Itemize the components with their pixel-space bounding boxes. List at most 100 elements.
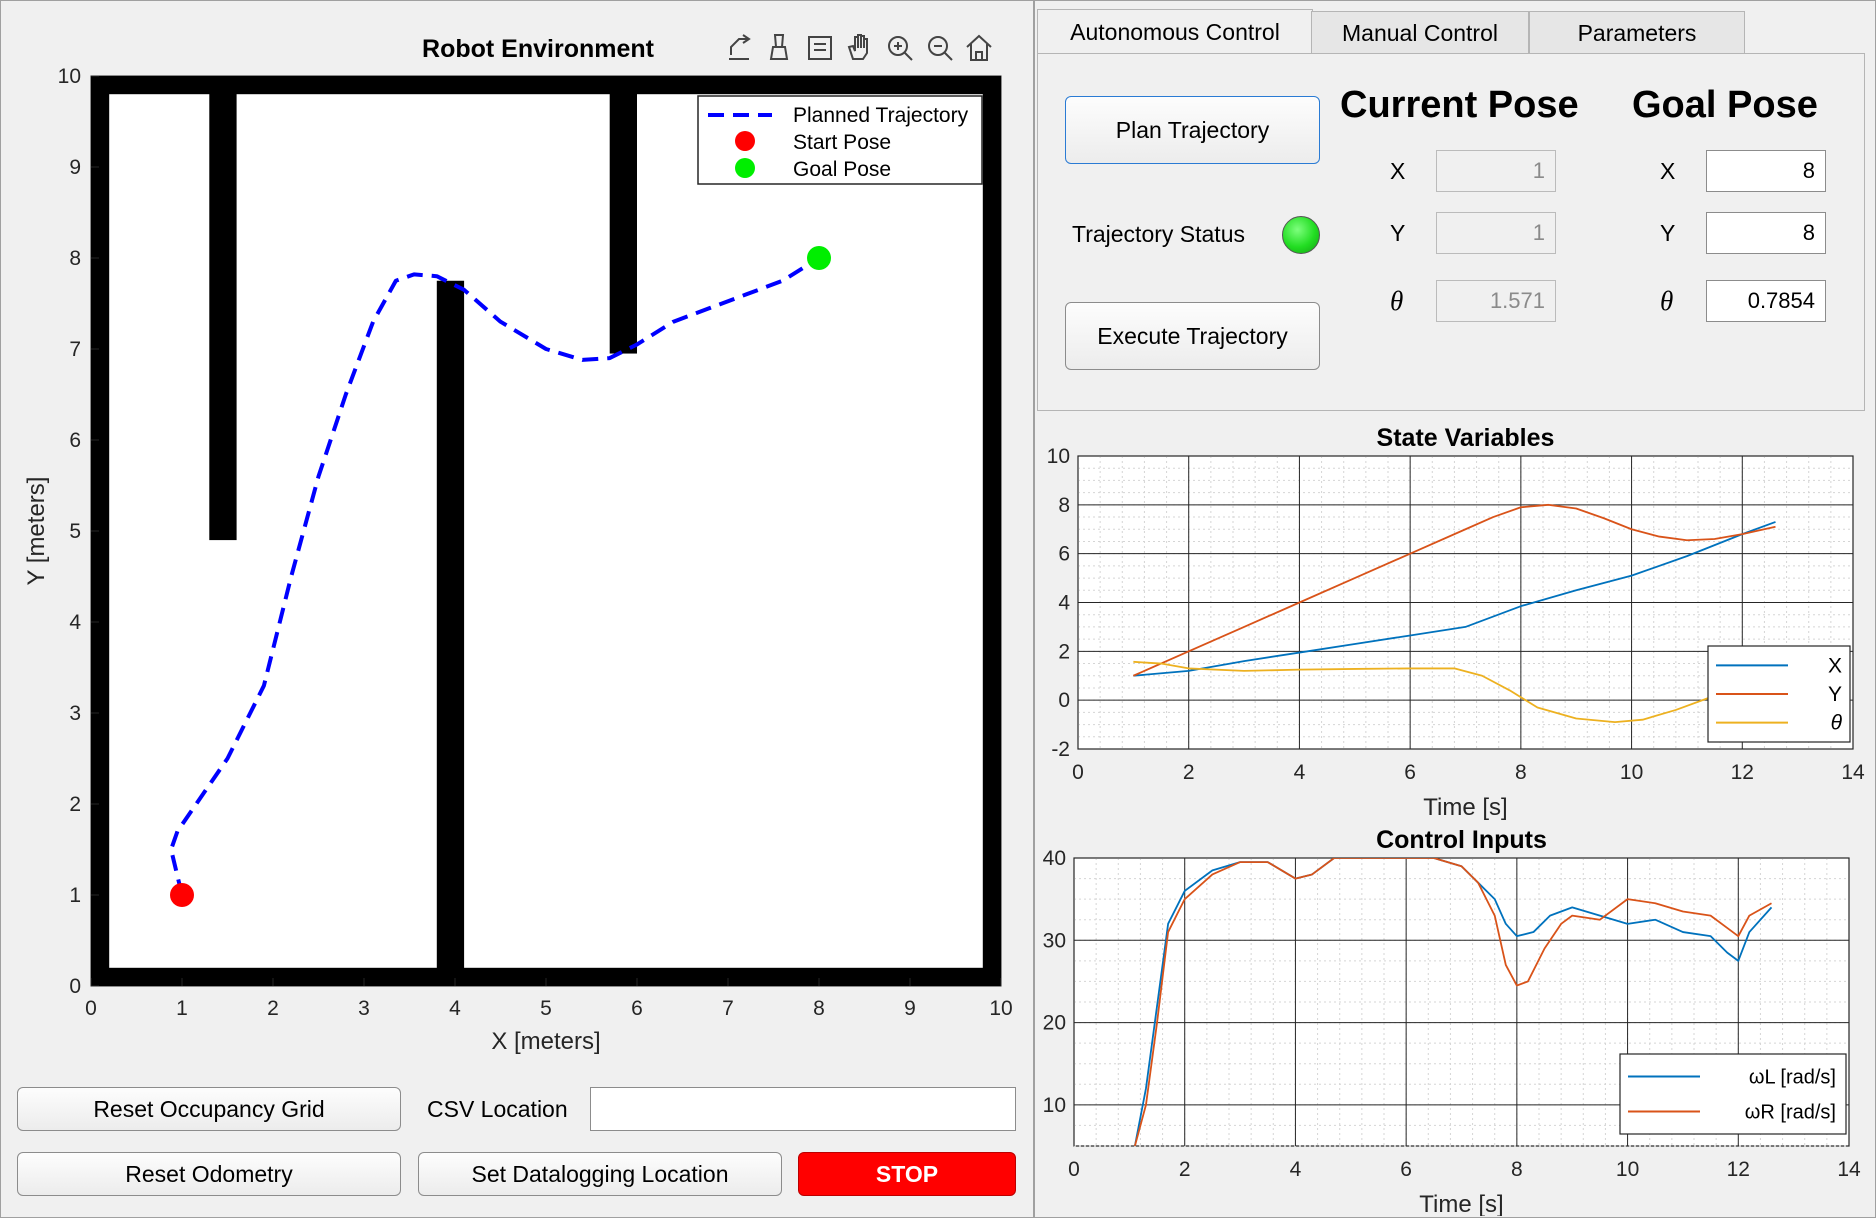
x-tick-label: 14 xyxy=(1837,1158,1861,1181)
x-tick-label: 6 xyxy=(1400,1158,1412,1181)
y-tick-label: 0 xyxy=(1058,689,1070,712)
home-icon[interactable] xyxy=(966,34,992,61)
legend-entry: Goal Pose xyxy=(793,158,891,181)
control-inputs-plot: 0 2 4 6 8 10 12 14 10 20 30 40 Control Inputs Time [s… xyxy=(1043,826,1861,1216)
y-tick-label: 5 xyxy=(69,520,81,543)
y-tick-label: 9 xyxy=(69,156,81,179)
stop-button[interactable]: STOP xyxy=(798,1152,1016,1196)
obstacle-wall xyxy=(209,76,237,541)
reset-odometry-button[interactable]: Reset Odometry xyxy=(17,1152,401,1196)
x-tick-label: 6 xyxy=(631,997,643,1020)
current-x-field: 1 xyxy=(1436,150,1556,192)
obstacle-wall xyxy=(982,76,1001,986)
legend-entry: Planned Trajectory xyxy=(793,104,969,127)
environment-plot: 0 1 2 3 4 5 6 7 8 9 10 0 1 2 3 4 5 6 7 8 9 10 Robot Environmen… xyxy=(23,34,1013,1055)
series-line-1 xyxy=(1134,858,1772,1146)
x-tick-label: 2 xyxy=(1183,761,1195,784)
reset-occupancy-grid-button[interactable]: Reset Occupancy Grid xyxy=(17,1087,401,1131)
series-line-0 xyxy=(1133,521,1776,677)
pan-icon[interactable] xyxy=(847,34,868,60)
x-axis-label: Time [s] xyxy=(1419,1191,1503,1216)
obstacle-wall xyxy=(436,280,465,986)
x-tick-label: 8 xyxy=(1511,1158,1523,1181)
x-tick-label: 4 xyxy=(1294,761,1306,784)
legend-entry: ωL [rad/s] xyxy=(1749,1067,1836,1089)
tab-autonomous-control[interactable]: Autonomous Control xyxy=(1037,9,1313,55)
y-tick-label: 2 xyxy=(1058,640,1070,663)
plot-toolbar xyxy=(729,34,992,61)
y-axis-label: Y [meters] xyxy=(23,477,50,586)
trajectory-status-lamp xyxy=(1282,216,1320,254)
x-tick-label: 0 xyxy=(1068,1158,1080,1181)
y-tick-label: 2 xyxy=(69,793,81,816)
y-tick-label: 8 xyxy=(69,247,81,270)
set-datalogging-location-button[interactable]: Set Datalogging Location xyxy=(418,1152,782,1196)
y-tick-label: 4 xyxy=(1058,592,1070,615)
legend-entry: Y xyxy=(1828,683,1842,706)
legend-entry: Start Pose xyxy=(793,131,891,154)
y-tick-label: 30 xyxy=(1043,929,1066,952)
x-tick-label: 10 xyxy=(1620,761,1643,784)
goal-theta-label: θ xyxy=(1660,286,1674,316)
plot-title: State Variables xyxy=(1377,424,1555,452)
x-tick-label: 4 xyxy=(449,997,461,1020)
y-tick-label: 20 xyxy=(1043,1012,1066,1035)
y-tick-label: 8 xyxy=(1058,494,1070,517)
goal-theta-input[interactable]: 0.7854 xyxy=(1706,280,1826,322)
goal-pose-marker xyxy=(807,246,831,270)
goal-x-label: X xyxy=(1660,158,1676,184)
data-tips-icon[interactable] xyxy=(808,36,832,60)
current-y-label: Y xyxy=(1390,220,1406,246)
plan-trajectory-button[interactable]: Plan Trajectory xyxy=(1065,96,1320,164)
x-tick-label: 10 xyxy=(989,997,1012,1020)
y-tick-label: 10 xyxy=(58,65,81,88)
csv-location-input[interactable] xyxy=(590,1087,1016,1131)
goal-y-input[interactable]: 8 xyxy=(1706,212,1826,254)
environment-panel: 0 1 2 3 4 5 6 7 8 9 10 0 1 2 3 4 5 6 7 8 9 10 Robot Environmen… xyxy=(0,0,1034,1218)
x-tick-label: 1 xyxy=(176,997,188,1020)
x-tick-label: 2 xyxy=(1179,1158,1191,1181)
x-tick-label: 14 xyxy=(1841,761,1865,784)
current-pose-heading: Current Pose xyxy=(1340,84,1579,126)
tab-manual-control[interactable]: Manual Control xyxy=(1311,11,1529,55)
tab-parameters[interactable]: Parameters xyxy=(1529,11,1745,55)
plot-area xyxy=(90,75,1002,987)
brush-icon[interactable] xyxy=(769,34,789,60)
goal-y-label: Y xyxy=(1660,220,1676,246)
execute-trajectory-button[interactable]: Execute Trajectory xyxy=(1065,302,1320,370)
zoom-in-icon[interactable] xyxy=(888,36,913,61)
series-line-2 xyxy=(1133,660,1776,724)
series-line-1 xyxy=(1132,503,1776,677)
legend-entry: θ xyxy=(1831,712,1843,735)
x-tick-label: 7 xyxy=(722,997,734,1020)
x-tick-label: 8 xyxy=(1515,761,1527,784)
x-tick-label: 12 xyxy=(1731,761,1754,784)
y-tick-label: 1 xyxy=(69,884,81,907)
tab-bar: Autonomous Control Manual Control Parame… xyxy=(1035,5,1876,55)
y-tick-label: 6 xyxy=(69,429,81,452)
obstacle-wall xyxy=(91,76,110,986)
goal-pose-heading: Goal Pose xyxy=(1632,84,1818,126)
export-icon[interactable] xyxy=(729,34,751,60)
x-tick-label: 2 xyxy=(267,997,279,1020)
csv-location-label: CSV Location xyxy=(427,1096,568,1122)
goal-x-input[interactable]: 8 xyxy=(1706,150,1826,192)
x-tick-label: 0 xyxy=(85,997,97,1020)
x-tick-label: 0 xyxy=(1072,761,1084,784)
start-pose-marker xyxy=(170,883,194,907)
x-axis-label: X [meters] xyxy=(491,1028,600,1055)
x-tick-label: 5 xyxy=(540,997,552,1020)
obstacle-wall xyxy=(91,76,1001,95)
trajectory-status-label: Trajectory Status xyxy=(1072,221,1245,247)
legend-marker-start xyxy=(735,131,755,151)
x-tick-label: 12 xyxy=(1727,1158,1750,1181)
x-tick-label: 8 xyxy=(813,997,825,1020)
legend-box xyxy=(1619,1053,1847,1135)
x-tick-label: 3 xyxy=(358,997,370,1020)
x-tick-label: 4 xyxy=(1290,1158,1302,1181)
y-tick-label: 40 xyxy=(1043,847,1066,870)
zoom-out-icon[interactable] xyxy=(928,36,953,61)
y-tick-label: 3 xyxy=(69,702,81,725)
y-tick-label: 0 xyxy=(69,975,81,998)
